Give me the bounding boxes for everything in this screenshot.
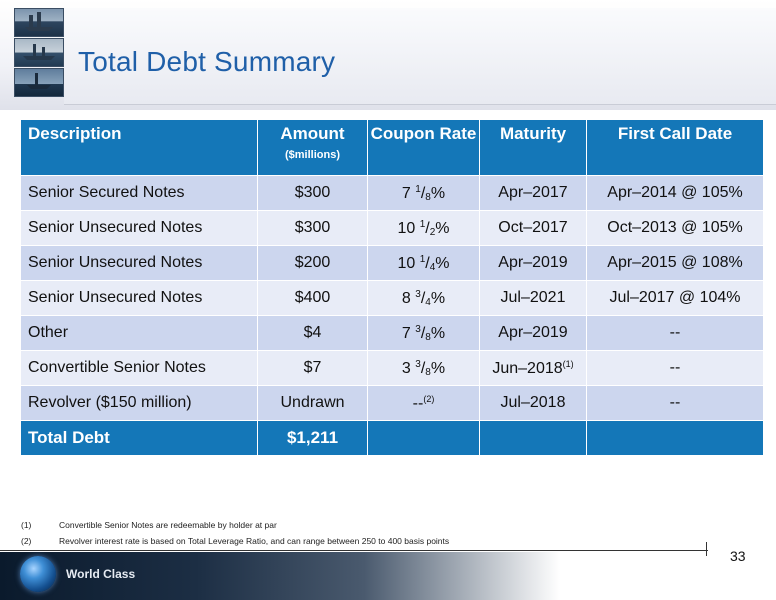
cell-maturity: Oct–2017: [479, 210, 587, 246]
footer-bar: [0, 552, 560, 600]
debt-summary-table: Description Amount ($millions) Coupon Rat…: [20, 119, 764, 456]
header-band: [64, 8, 776, 105]
table-row: Revolver ($150 million) Undrawn --(2) Ju…: [20, 385, 764, 421]
footnote-text: Convertible Senior Notes are redeemable …: [59, 520, 277, 530]
table-total-row: Total Debt $1,211: [20, 420, 764, 456]
page-title: Total Debt Summary: [78, 46, 336, 77]
cell-amount: $400: [257, 280, 368, 316]
cell-first-call-date: --: [586, 385, 764, 421]
column-header-maturity: Maturity: [479, 119, 587, 176]
cell-amount: $200: [257, 245, 368, 281]
cell-first-call-date: --: [586, 350, 764, 386]
cell-description: Other: [20, 315, 258, 351]
cell-description: Revolver ($150 million): [20, 385, 258, 421]
cell-coupon-rate: 8 3/4%: [367, 280, 480, 316]
cell-coupon-rate: --(2): [367, 385, 480, 421]
total-label: Total Debt: [20, 420, 258, 456]
cell-amount: $7: [257, 350, 368, 386]
footer-divider-tick: [706, 542, 707, 556]
footnote-number: (2): [21, 536, 32, 546]
cell-first-call-date: Apr–2014 @ 105%: [586, 175, 764, 211]
cell-amount: $300: [257, 175, 368, 211]
total-empty-cell: [586, 420, 764, 456]
cell-description: Senior Unsecured Notes: [20, 245, 258, 281]
cell-amount: $300: [257, 210, 368, 246]
footnote: (2) Revolver interest rate is based on To…: [21, 536, 449, 546]
footnote-text: Revolver interest rate is based on Total…: [59, 536, 450, 546]
cell-description: Senior Unsecured Notes: [20, 280, 258, 316]
cell-coupon-rate: 3 3/8%: [367, 350, 480, 386]
globe-icon: [20, 556, 56, 592]
cell-maturity: Apr–2017: [479, 175, 587, 211]
footer-tagline: World Class: [66, 567, 136, 581]
cell-coupon-rate: 10 1/2%: [367, 210, 480, 246]
cell-description: Convertible Senior Notes: [20, 350, 258, 386]
footnote: (1) Convertible Senior Notes are redeemab…: [21, 520, 277, 530]
column-header-amount: Amount ($millions): [257, 119, 368, 176]
table-header-row: Description Amount ($millions) Coupon Rat…: [20, 119, 764, 176]
footer-divider: [0, 550, 708, 551]
page-number: 33: [730, 548, 746, 564]
table-row: Other $4 7 3/8% Apr–2019 --: [20, 315, 764, 351]
table-row: Convertible Senior Notes $7 3 3/8% Jun–2…: [20, 350, 764, 386]
cell-first-call-date: Jul–2017 @ 104%: [586, 280, 764, 316]
footnote-ref: (1): [562, 358, 574, 369]
column-header-amount-unit: ($millions): [284, 149, 340, 161]
slide-header: Total Debt Summary: [0, 0, 776, 110]
table-row: Senior Unsecured Notes $400 8 3/4% Jul–2…: [20, 280, 764, 316]
column-header-description: Description: [20, 119, 258, 176]
cell-maturity: Apr–2019: [479, 245, 587, 281]
cell-description: Senior Secured Notes: [20, 175, 258, 211]
cell-coupon-rate: 7 1/8%: [367, 175, 480, 211]
cell-maturity: Jun–2018(1): [479, 350, 587, 386]
footnote-number: (1): [21, 520, 32, 530]
cell-amount: $4: [257, 315, 368, 351]
column-header-first-call-date: First Call Date: [586, 119, 764, 176]
cell-first-call-date: --: [586, 315, 764, 351]
total-empty-cell: [479, 420, 587, 456]
cell-coupon-rate: 7 3/8%: [367, 315, 480, 351]
cell-amount: Undrawn: [257, 385, 368, 421]
cell-first-call-date: Apr–2015 @ 108%: [586, 245, 764, 281]
total-empty-cell: [367, 420, 480, 456]
offshore-rig-photo: [14, 38, 64, 67]
offshore-rig-photo: [14, 68, 64, 97]
cell-maturity: Jul–2021: [479, 280, 587, 316]
footnote-ref: (2): [423, 393, 435, 404]
cell-maturity: Apr–2019: [479, 315, 587, 351]
offshore-rig-photo: [14, 8, 64, 37]
column-header-coupon-rate: Coupon Rate: [367, 119, 480, 176]
table-row: Senior Unsecured Notes $300 10 1/2% Oct–…: [20, 210, 764, 246]
cell-coupon-rate: 10 1/4%: [367, 245, 480, 281]
table-row: Senior Unsecured Notes $200 10 1/4% Apr–…: [20, 245, 764, 281]
cell-first-call-date: Oct–2013 @ 105%: [586, 210, 764, 246]
cell-maturity: Jul–2018: [479, 385, 587, 421]
cell-description: Senior Unsecured Notes: [20, 210, 258, 246]
total-amount: $1,211: [257, 420, 368, 456]
table-row: Senior Secured Notes $300 7 1/8% Apr–201…: [20, 175, 764, 211]
